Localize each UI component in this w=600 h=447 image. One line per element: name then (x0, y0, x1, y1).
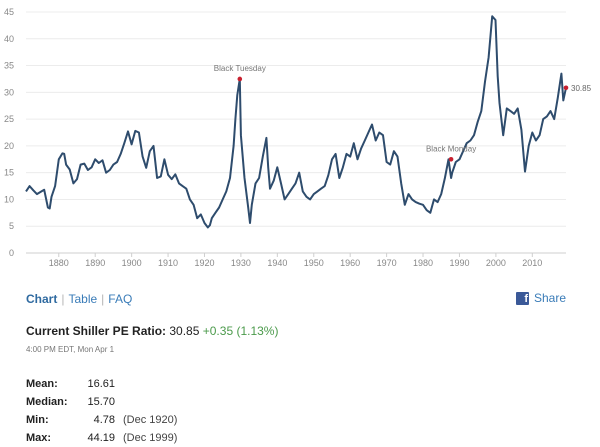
stat-value: 16.61 (87, 378, 115, 390)
y-tick-label: 45 (4, 7, 14, 17)
stat-row-mean: Mean: 16.61 (26, 375, 177, 393)
stat-label: Median: (26, 396, 68, 408)
tab-faq[interactable]: FAQ (108, 292, 133, 306)
current-value-label: 30.85 (571, 84, 592, 93)
stats-table: Mean: 16.61 Median: 15.70 Min: 4.78 (Dec… (26, 375, 177, 447)
x-tick-label: 1970 (377, 258, 397, 268)
tab-separator: | (101, 292, 105, 306)
x-tick-label: 1940 (267, 258, 287, 268)
chart-tabs: Chart | Table | FAQ (26, 292, 132, 306)
x-tick-label: 1920 (194, 258, 214, 268)
annotation-point (448, 156, 454, 162)
tab-separator: | (61, 292, 65, 306)
stat-row-max: Max: 44.19 (Dec 1999) (26, 429, 177, 447)
x-tick-label: 1990 (449, 258, 469, 268)
share-button[interactable]: f Share (516, 291, 566, 305)
stat-value: 4.78 (93, 414, 115, 426)
stat-value: 15.70 (87, 396, 115, 408)
x-tick-label: 1880 (49, 258, 69, 268)
pe-ratio-line (25, 15, 567, 229)
x-tick-label: 1930 (231, 258, 251, 268)
annotation-point (237, 76, 243, 82)
facebook-icon: f (516, 291, 529, 305)
x-tick-label: 1980 (413, 258, 433, 268)
y-tick-label: 25 (4, 114, 14, 124)
y-tick-label: 5 (9, 221, 14, 231)
timestamp: 4:00 PM EDT, Mon Apr 1 (26, 345, 115, 354)
x-tick-label: 1910 (158, 258, 178, 268)
y-axis: 0 5 10 15 20 25 30 35 40 45 (4, 7, 14, 258)
tab-chart[interactable]: Chart (26, 292, 58, 306)
current-value-point (563, 85, 569, 91)
y-tick-label: 10 (4, 194, 14, 204)
x-tick-label: 1900 (122, 258, 142, 268)
stat-value: 44.19 (87, 432, 115, 444)
stat-row-min: Min: 4.78 (Dec 1920) (26, 411, 177, 429)
y-tick-label: 30 (4, 87, 14, 97)
current-value: Current Shiller PE Ratio: 30.85 +0.35 (1… (26, 324, 278, 338)
current-change: +0.35 (1.13%) (202, 324, 279, 338)
y-tick-label: 0 (9, 248, 14, 258)
y-tick-label: 20 (4, 141, 14, 151)
stat-date: (Dec 1999) (123, 432, 178, 444)
stat-label: Max: (26, 432, 52, 444)
stat-row-median: Median: 15.70 (26, 393, 177, 411)
x-tick-label: 2000 (486, 258, 506, 268)
x-tick-label: 2010 (522, 258, 542, 268)
stat-date: (Dec 1920) (123, 414, 178, 426)
tab-table[interactable]: Table (68, 292, 98, 306)
annotation-label: Black Monday (426, 144, 476, 153)
annotation-label: Black Tuesday (214, 64, 266, 73)
current-label: Current Shiller PE Ratio: (26, 324, 167, 338)
chart-annotations: Black Tuesday Black Monday 30.85 (214, 64, 592, 162)
y-tick-label: 40 (4, 34, 14, 44)
stat-label: Min: (26, 414, 49, 426)
x-tick-label: 1950 (304, 258, 324, 268)
x-tick-label: 1960 (340, 258, 360, 268)
current-value-number: 30.85 (169, 324, 200, 338)
x-tick-label: 1890 (85, 258, 105, 268)
y-tick-label: 35 (4, 61, 14, 71)
chart-gridlines (26, 11, 566, 254)
y-tick-label: 15 (4, 168, 14, 178)
stat-label: Mean: (26, 378, 58, 390)
x-axis: 1880 1890 1900 1910 1920 1930 1940 1950 1960 1970… (49, 253, 542, 268)
share-label: Share (534, 291, 567, 305)
